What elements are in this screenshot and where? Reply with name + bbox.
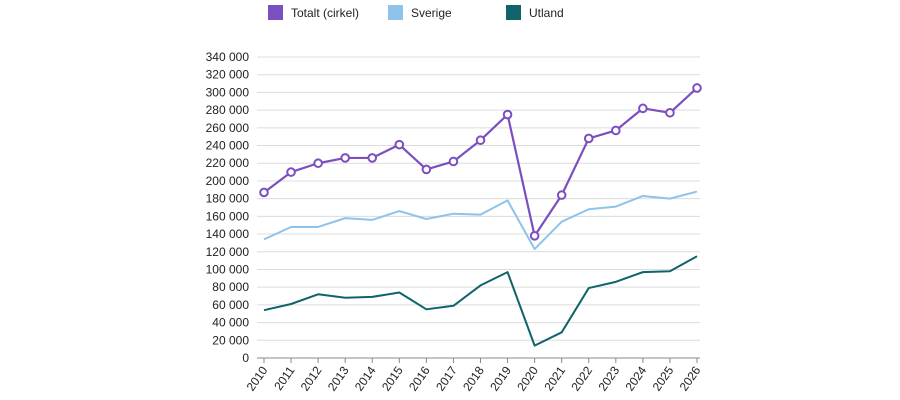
x-tick-label-11: 2021 (541, 363, 568, 393)
y-tick-label-15: 300 000 (206, 85, 250, 99)
series-0-point-5 (394, 139, 405, 150)
series-0-point-16 (692, 83, 702, 93)
series-0-point-14 (638, 103, 648, 114)
series-0-point-10 (529, 231, 540, 241)
y-tick-label-11: 220 000 (206, 156, 250, 170)
x-tick-label-14: 2024 (623, 363, 650, 393)
series-0-point-12 (583, 133, 594, 144)
series-0-point-9 (502, 109, 513, 120)
y-tick-label-13: 260 000 (206, 121, 250, 135)
y-tick-label-9: 180 000 (206, 192, 250, 206)
legend-swatch-totalt (268, 5, 283, 20)
series-0-point-1 (286, 167, 296, 177)
x-tick-label-10: 2020 (514, 363, 541, 393)
x-tick-label-0: 2010 (244, 363, 271, 393)
x-tick-label-7: 2017 (433, 363, 460, 393)
y-tick-label-7: 140 000 (206, 227, 250, 241)
y-tick-label-12: 240 000 (206, 139, 250, 153)
series-0-point-2 (313, 158, 323, 169)
series-0-point-15 (665, 107, 675, 118)
legend-label-sverige: Sverige (411, 5, 452, 20)
series-0-point-6 (421, 164, 432, 175)
series-0-point-4 (367, 153, 378, 163)
y-tick-label-1: 20 000 (212, 333, 249, 347)
x-tick-label-12: 2022 (568, 363, 595, 393)
legend-item-sverige[interactable]: Sverige (388, 5, 452, 20)
x-tick-label-13: 2023 (595, 363, 622, 393)
series-0-point-0 (259, 187, 269, 198)
x-tick-label-4: 2014 (352, 363, 379, 393)
series-0-point-7 (448, 156, 459, 167)
legend-item-utland[interactable]: Utland (506, 5, 564, 20)
x-tick-label-1: 2011 (271, 363, 297, 392)
series-0-point-11 (556, 190, 567, 200)
y-tick-label-16: 320 000 (206, 68, 250, 82)
x-tick-label-5: 2015 (379, 363, 406, 393)
series-0-point-8 (475, 135, 486, 146)
legend-item-totalt[interactable]: Totalt (cirkel) (268, 5, 359, 20)
y-tick-label-5: 100 000 (206, 262, 250, 276)
legend: Totalt (cirkel) Sverige Utland (0, 5, 900, 25)
y-tick-label-10: 200 000 (206, 174, 250, 188)
y-tick-label-3: 60 000 (212, 298, 249, 312)
y-tick-label-8: 160 000 (206, 209, 250, 223)
y-tick-label-14: 280 000 (206, 103, 250, 117)
x-tick-label-16: 2026 (677, 363, 704, 393)
legend-label-totalt: Totalt (cirkel) (291, 5, 360, 20)
y-tick-label-17: 340 000 (206, 50, 250, 64)
x-tick-label-6: 2016 (406, 363, 433, 393)
x-tick-label-9: 2019 (487, 363, 514, 393)
y-tick-label-2: 40 000 (212, 316, 249, 330)
x-tick-label-2: 2012 (298, 363, 325, 393)
legend-swatch-utland (506, 5, 521, 20)
legend-label-utland: Utland (529, 5, 564, 20)
series-line-1 (263, 190, 698, 251)
series-0-point-13 (611, 125, 621, 136)
series-line-2 (263, 255, 698, 347)
x-tick-label-15: 2025 (650, 363, 677, 393)
y-tick-label-0: 0 (242, 351, 249, 365)
x-tick-label-8: 2018 (460, 363, 487, 393)
x-tick-label-3: 2013 (325, 363, 352, 393)
legend-swatch-sverige (388, 5, 403, 20)
series-0-point-3 (340, 153, 350, 163)
y-tick-label-4: 80 000 (212, 280, 249, 294)
y-tick-label-6: 120 000 (206, 245, 250, 259)
